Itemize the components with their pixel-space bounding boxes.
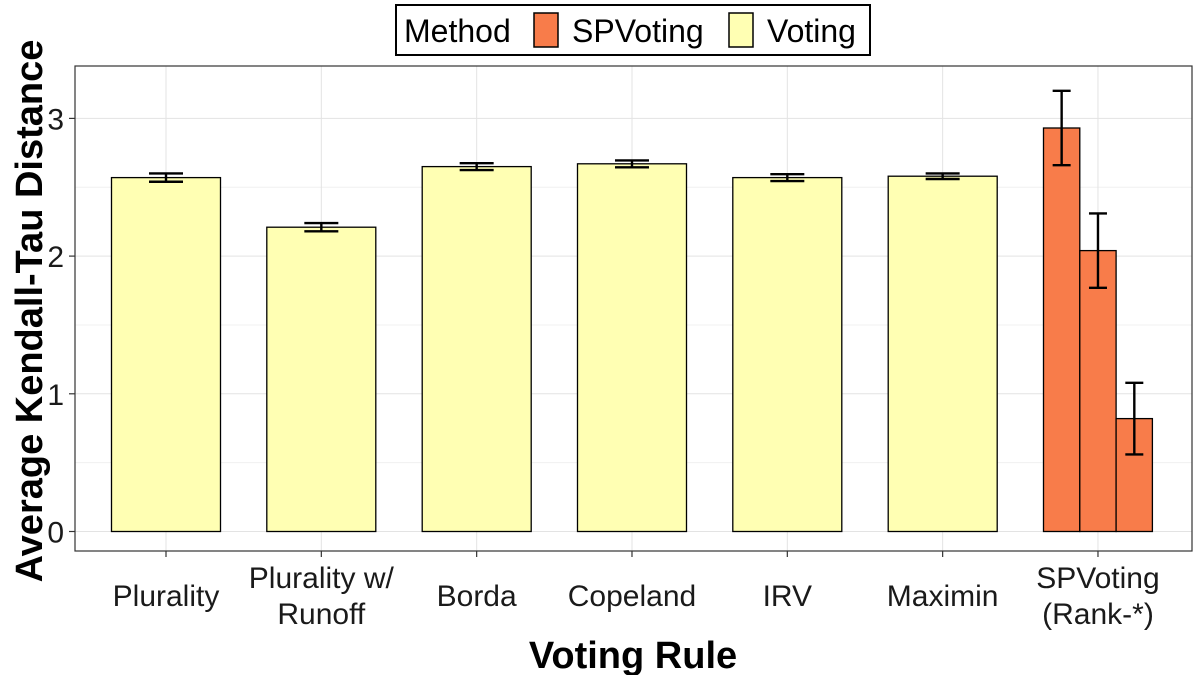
y-axis: 0 1 2 3 — [47, 103, 75, 550]
x-axis-title: Voting Rule — [529, 635, 737, 675]
bar — [576, 163, 688, 533]
legend-title: Method — [404, 13, 511, 49]
legend-swatch-spvoting — [533, 12, 559, 48]
x-tick-label-line: Copeland — [568, 580, 696, 613]
x-tick-label-line: Borda — [437, 580, 517, 613]
bar — [421, 165, 532, 533]
y-tick-label: 0 — [47, 517, 64, 550]
y-axis-title: Average Kendall-Tau Distance — [9, 40, 51, 583]
y-tick-label: 2 — [47, 241, 64, 274]
x-tick-label: IRV — [763, 580, 812, 613]
x-tick-label-line: Plurality w/ — [249, 562, 395, 595]
x-tick-label-line: IRV — [763, 580, 812, 613]
x-tick-label-line: SPVoting — [1036, 562, 1159, 595]
x-tick-label-line: Runoff — [277, 598, 366, 631]
bar — [110, 176, 222, 533]
error-bars — [149, 89, 1144, 456]
bars — [110, 127, 1154, 533]
y-tick-label: 1 — [47, 379, 64, 412]
x-tick-label-line: Maximin — [887, 580, 999, 613]
x-axis: Plurality Plurality w/Runoff Borda Copeland… — [113, 551, 1160, 631]
x-tick-label-line: Plurality — [113, 580, 220, 613]
x-tick-label-line: (Rank-*) — [1042, 598, 1154, 631]
bar — [1042, 127, 1081, 533]
legend-swatch-voting — [728, 12, 754, 48]
plot-border — [74, 65, 1193, 552]
y-tick-label: 3 — [47, 103, 64, 136]
legend-label-voting: Voting — [767, 13, 856, 49]
bar — [887, 175, 998, 533]
bar — [1079, 249, 1117, 533]
x-tick-label: Maximin — [887, 580, 999, 613]
bar — [266, 226, 377, 533]
x-tick-label: Copeland — [568, 580, 696, 613]
x-tick-label: SPVoting (Rank-*) — [1036, 562, 1159, 631]
x-tick-label: Borda — [437, 580, 517, 613]
x-tick-label: Plurality — [113, 580, 220, 613]
legend: Method SPVoting Voting — [395, 4, 871, 56]
legend-label-spvoting: SPVoting — [572, 13, 704, 49]
legend-box — [395, 4, 871, 56]
bar — [732, 176, 843, 533]
x-tick-label: Plurality w/Runoff — [249, 562, 395, 631]
